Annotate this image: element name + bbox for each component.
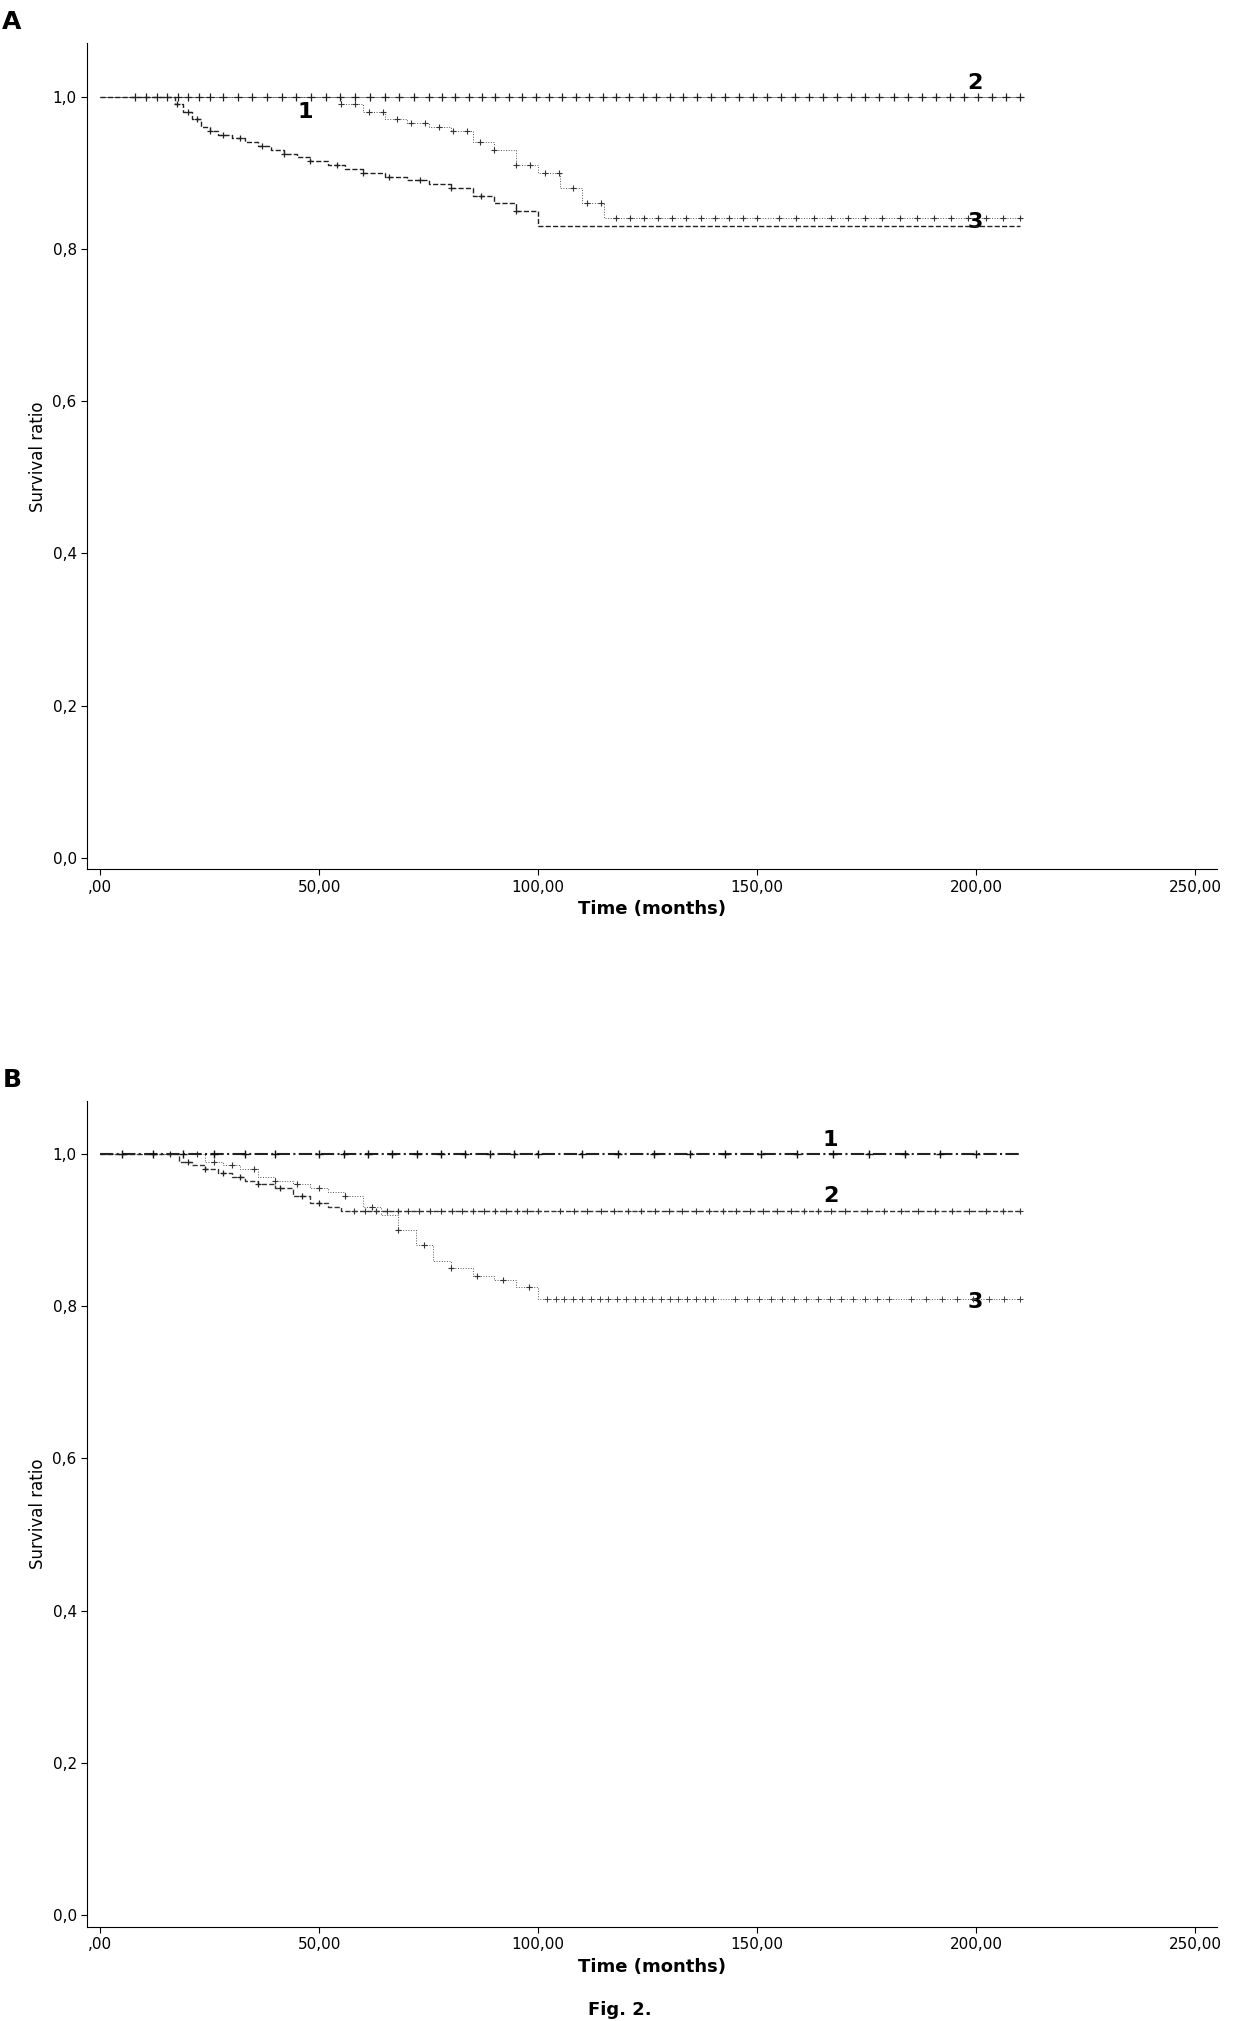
Text: 3: 3	[967, 212, 983, 232]
Text: 2: 2	[967, 73, 983, 93]
Text: 1: 1	[823, 1130, 838, 1150]
X-axis label: Time (months): Time (months)	[578, 899, 727, 918]
Text: 2: 2	[823, 1186, 838, 1207]
Text: Fig. 2.: Fig. 2.	[588, 2001, 652, 2019]
Text: A: A	[2, 10, 21, 34]
X-axis label: Time (months): Time (months)	[578, 1958, 727, 1977]
Text: B: B	[2, 1067, 21, 1091]
Y-axis label: Survival ratio: Survival ratio	[29, 400, 47, 511]
Text: 1: 1	[298, 101, 312, 121]
Text: 3: 3	[967, 1291, 983, 1312]
Y-axis label: Survival ratio: Survival ratio	[29, 1459, 47, 1568]
